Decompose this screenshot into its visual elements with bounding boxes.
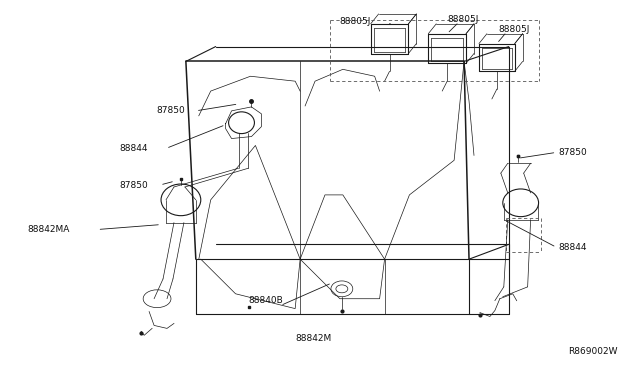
Text: 88805J: 88805J — [447, 15, 479, 25]
Text: 87850: 87850 — [119, 180, 148, 189]
Text: 88844: 88844 — [119, 144, 148, 153]
Text: 88805J: 88805J — [499, 25, 530, 34]
Text: 88805J: 88805J — [340, 17, 371, 26]
Text: R869002W: R869002W — [568, 347, 618, 356]
Text: 88842M: 88842M — [295, 334, 332, 343]
Text: 87850: 87850 — [156, 106, 185, 115]
Text: 88844: 88844 — [559, 243, 587, 252]
Text: 87850: 87850 — [559, 148, 587, 157]
Text: 88842MA: 88842MA — [27, 225, 69, 234]
Text: 88840B: 88840B — [248, 296, 284, 305]
